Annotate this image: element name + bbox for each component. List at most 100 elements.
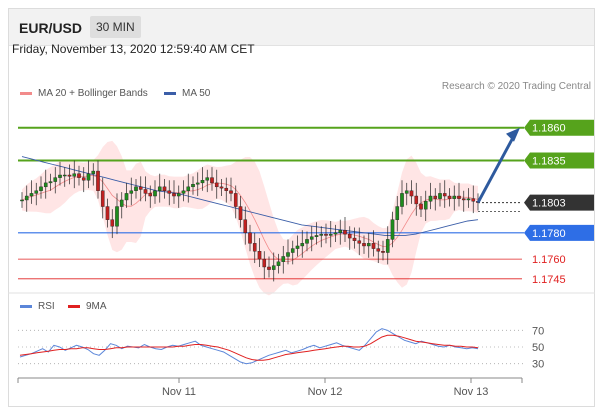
time-axis-label: Nov 12 <box>308 386 343 398</box>
candle-body <box>24 195 29 201</box>
candle-body <box>96 170 100 191</box>
candle-body <box>29 193 34 197</box>
candle-body <box>91 170 96 174</box>
candle-body <box>238 206 243 220</box>
level-label-4: 1.1745 <box>532 274 566 286</box>
current-price-label: 1.1803 <box>532 198 566 210</box>
candle-body <box>186 186 191 191</box>
rsi-series-9ma <box>19 334 479 361</box>
rsi-tick-30: 30 <box>532 359 544 371</box>
candle-body <box>200 180 205 184</box>
candle-body <box>43 182 48 188</box>
candle-body <box>466 198 471 201</box>
candle-body <box>419 203 423 210</box>
candle-body <box>53 177 58 182</box>
candle-body <box>366 243 371 247</box>
candle-body <box>471 198 476 202</box>
candle-body <box>172 193 176 197</box>
rsi-series-rsi <box>19 328 479 365</box>
candle-body <box>143 189 148 194</box>
candle-body <box>214 182 219 188</box>
candle-body <box>67 174 72 177</box>
candle-body <box>362 243 366 247</box>
candles-group <box>20 160 480 282</box>
candle-body <box>72 173 77 177</box>
candle-body <box>433 195 438 199</box>
candle-body <box>219 186 224 189</box>
candle-body <box>343 229 347 235</box>
level-label-1: 1.1835 <box>532 156 566 168</box>
candle-body <box>381 251 385 253</box>
candle-body <box>210 177 214 184</box>
candle-body <box>39 186 43 191</box>
candle-body <box>233 193 238 207</box>
target-arrow-shaft <box>476 134 516 204</box>
legend-9ma: 9MA <box>68 301 107 312</box>
candle-body <box>115 206 119 227</box>
chart-header: EUR/USD 30 MIN <box>9 9 594 46</box>
candle-body <box>129 190 134 194</box>
candle-body <box>423 201 428 210</box>
candle-body <box>267 266 271 270</box>
candle-body <box>191 184 195 188</box>
candle-body <box>81 177 86 181</box>
candle-body <box>243 219 248 234</box>
pair-title: EUR/USD <box>19 20 83 36</box>
candle-body <box>62 174 67 177</box>
candle-body <box>385 239 390 253</box>
candle-body <box>452 195 457 199</box>
level-label-2: 1.1780 <box>532 228 566 240</box>
candle-body <box>338 229 343 234</box>
candle-body <box>148 193 153 197</box>
candle-body <box>305 239 309 244</box>
candle-body <box>371 243 376 249</box>
candle-body <box>205 177 210 181</box>
candle-body <box>409 190 414 197</box>
level-tag-1 <box>524 152 594 169</box>
candle-body <box>34 190 39 194</box>
candle-body <box>390 219 395 240</box>
candle-body <box>352 237 357 241</box>
candle-body <box>314 235 319 237</box>
candle-body <box>224 187 229 191</box>
candle-body <box>461 198 466 201</box>
legend-ma20-label: MA 20 + Bollinger Bands <box>38 88 148 99</box>
candle-body <box>447 195 452 199</box>
candle-body <box>309 236 314 240</box>
candle-body <box>77 173 81 178</box>
candle-body <box>324 233 328 236</box>
current-price-tag <box>524 194 594 211</box>
candle-body <box>229 190 233 194</box>
candle-body <box>281 256 286 262</box>
candle-body <box>404 190 409 194</box>
rsi-tick-70: 70 <box>532 325 544 337</box>
candle-body <box>138 186 143 190</box>
candle-body <box>319 233 324 236</box>
bollinger-band <box>22 140 478 296</box>
candle-body <box>428 195 433 202</box>
legend-ma50: MA 50 <box>164 88 210 99</box>
candle-body <box>100 190 105 207</box>
legend-9ma-swatch <box>68 304 80 308</box>
level-tag-2 <box>524 224 594 241</box>
legend-rsi: RSI <box>20 301 55 312</box>
candle-body <box>357 240 362 244</box>
candle-body <box>300 243 305 247</box>
legend-ma50-label: MA 50 <box>182 88 211 99</box>
level-label-3: 1.1760 <box>532 254 566 266</box>
candle-body <box>20 199 24 202</box>
candle-body <box>257 251 262 260</box>
candle-body <box>162 186 167 191</box>
candle-body <box>395 206 400 220</box>
candle-body <box>119 199 124 207</box>
legend-9ma-label: 9MA <box>86 301 107 312</box>
candle-body <box>295 245 300 249</box>
legend-rsi-label: RSI <box>38 301 55 312</box>
legend-rsi-swatch <box>20 304 32 308</box>
legend-ma50-swatch <box>164 91 176 95</box>
timeframe-badge[interactable]: 30 MIN <box>90 16 141 38</box>
candle-body <box>105 206 110 220</box>
candle-body <box>414 195 419 205</box>
candle-body <box>86 173 91 181</box>
